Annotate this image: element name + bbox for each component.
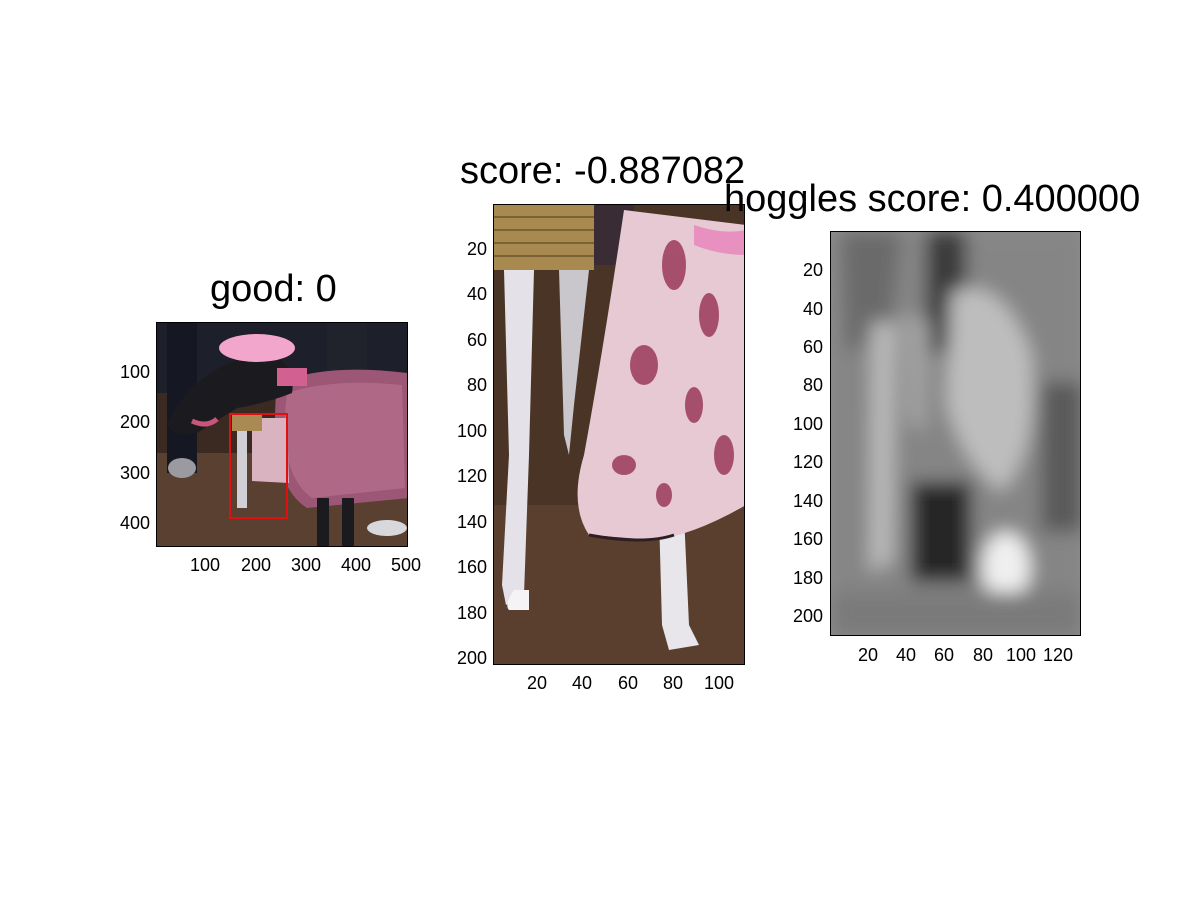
dog-photo-image: [157, 323, 407, 546]
panel-title-good: good: 0: [210, 268, 337, 310]
hoggles-image: [831, 232, 1080, 635]
crop-ytick: 20: [466, 239, 487, 259]
crop-xtick: 40: [571, 673, 593, 693]
photo-xtick: 300: [290, 555, 322, 575]
crop-ytick: 160: [456, 557, 487, 577]
crop-ytick: 140: [456, 512, 487, 532]
panel-title-score: score: -0.887082: [460, 150, 746, 192]
hoggles-ytick: 20: [802, 260, 823, 280]
photo-ytick: 200: [119, 412, 150, 432]
hoggles-xtick: 60: [933, 645, 955, 665]
hoggles-ytick: 100: [792, 414, 823, 434]
hoggles-ytick: 60: [802, 337, 823, 357]
hoggles-xtick: 100: [1005, 645, 1037, 665]
detection-box: [229, 413, 288, 519]
hoggles-ytick: 80: [802, 375, 823, 395]
photo-ytick: 300: [119, 463, 150, 483]
crop-ytick: 180: [456, 603, 487, 623]
crop-xtick: 60: [617, 673, 639, 693]
hoggles-ytick: 200: [792, 606, 823, 626]
crop-ytick: 80: [466, 375, 487, 395]
hoggles-ytick: 120: [792, 452, 823, 472]
hoggles-xtick: 20: [857, 645, 879, 665]
photo-xtick: 100: [189, 555, 221, 575]
crop-ytick: 200: [456, 648, 487, 668]
hoggles-ytick: 160: [792, 529, 823, 549]
photo-xtick: 400: [340, 555, 372, 575]
hoggles-xtick: 120: [1042, 645, 1074, 665]
hoggles-axes: [830, 231, 1081, 636]
photo-ytick: 400: [119, 513, 150, 533]
crop-xtick: 100: [703, 673, 735, 693]
crop-ytick: 60: [466, 330, 487, 350]
hoggles-ytick: 140: [792, 491, 823, 511]
crop-ytick: 40: [466, 284, 487, 304]
crop-xtick: 80: [662, 673, 684, 693]
hoggles-ytick: 180: [792, 568, 823, 588]
hoggles-xtick: 80: [972, 645, 994, 665]
crop-axes: [493, 204, 745, 665]
photo-axes: [156, 322, 408, 547]
hoggles-ytick: 40: [802, 299, 823, 319]
crop-ytick: 100: [456, 421, 487, 441]
crop-image: [494, 205, 744, 664]
hoggles-xtick: 40: [895, 645, 917, 665]
photo-ytick: 100: [119, 362, 150, 382]
photo-xtick: 500: [390, 555, 422, 575]
crop-ytick: 120: [456, 466, 487, 486]
panel-title-hoggles: hoggles score: 0.400000: [724, 178, 1141, 220]
photo-xtick: 200: [240, 555, 272, 575]
crop-xtick: 20: [526, 673, 548, 693]
